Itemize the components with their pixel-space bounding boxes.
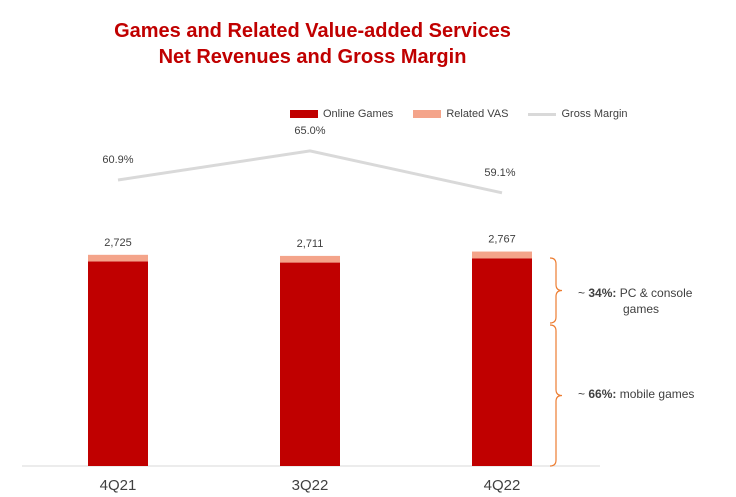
legend-item-related-vas: Related VAS [413,108,508,120]
legend-swatch-gross-margin [528,112,557,116]
bar-related-vas-4Q21 [88,254,148,262]
legend-label-online-games: Online Games [323,108,394,120]
annotation-pc-console: ~ 34%: PC & console games [578,285,692,317]
brace-mobile [549,324,563,467]
bar-related-vas-4Q22 [472,251,532,259]
annotation-pc-text: PC & console [619,286,693,300]
total-label-3Q22: 2,711 [297,238,324,250]
chart-title: Games and Related Value-added Services N… [0,18,625,70]
annotation-pc-text2: games [623,302,660,316]
bar-online-games-4Q21 [88,261,148,466]
legend-swatch-online-games [290,110,318,118]
bar-related-vas-3Q22 [280,255,340,263]
chart-title-line1: Games and Related Value-added Services [114,20,511,42]
chart-title-line2: Net Revenues and Gross Margin [158,46,467,68]
gross-margin-label-4Q21: 60.9% [102,154,133,166]
annotation-mobile-prefix: ~ [578,387,586,401]
legend-item-online-games: Online Games [290,108,393,120]
x-tick-label-4Q22: 4Q22 [484,477,521,494]
annotation-pc-prefix: ~ [578,286,586,300]
bar-online-games-4Q22 [472,258,532,466]
gross-margin-line [117,149,503,195]
annotation-mobile: ~ 66%: mobile games [578,386,694,402]
bar-online-games-3Q22 [280,262,340,466]
x-tick-label-3Q22: 3Q22 [292,477,329,494]
brace-pc-console [549,257,563,324]
annotation-mobile-pct: 66%: [588,387,617,401]
total-label-4Q22: 2,767 [488,234,516,246]
legend-item-gross-margin: Gross Margin [528,108,628,120]
annotation-pc-pct: 34%: [588,286,617,300]
legend: Online Games Related VAS Gross Margin [290,108,648,120]
annotation-mobile-text: mobile games [619,387,695,401]
total-label-4Q21: 2,725 [104,237,132,249]
x-tick-label-4Q21: 4Q21 [100,477,137,494]
legend-swatch-related-vas [413,110,442,118]
gross-margin-label-3Q22: 65.0% [294,125,325,137]
legend-label-related-vas: Related VAS [446,108,509,120]
legend-label-gross-margin: Gross Margin [561,108,628,120]
gross-margin-label-4Q22: 59.1% [484,167,515,179]
